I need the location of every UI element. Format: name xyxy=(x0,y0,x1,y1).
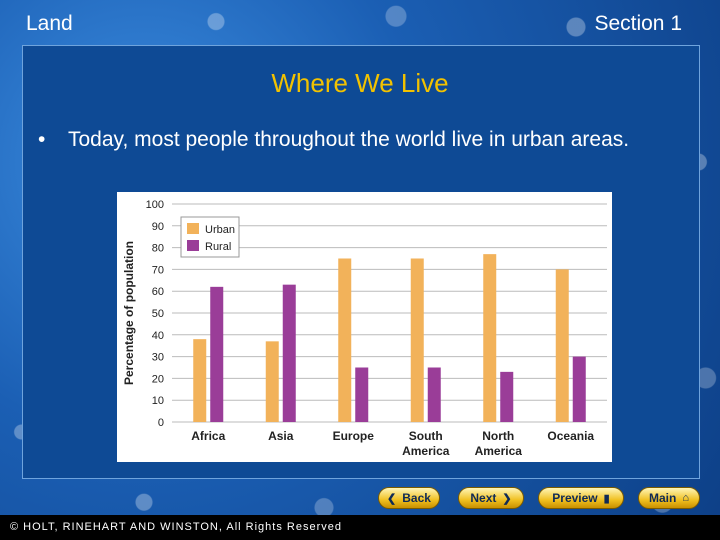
y-tick-label: 80 xyxy=(152,243,164,255)
x-tick-label: Oceania xyxy=(547,429,594,443)
chevron-right-icon: ❯ xyxy=(502,492,512,505)
next-button[interactable]: Next ❯ xyxy=(458,487,524,509)
footer-bar xyxy=(0,515,720,540)
x-tick-label: Europe xyxy=(333,429,375,443)
bar-urban xyxy=(483,254,497,422)
legend-swatch xyxy=(187,223,199,234)
back-label: Back xyxy=(402,491,431,505)
bar-rural xyxy=(427,367,441,422)
copyright-text: © HOLT, RINEHART AND WINSTON, All Rights… xyxy=(10,521,342,533)
main-button[interactable]: Main ⌂ xyxy=(638,487,700,509)
chapter-title: Land xyxy=(26,12,73,35)
y-tick-label: 20 xyxy=(152,373,164,385)
x-tick-label: North xyxy=(482,429,514,443)
legend-box xyxy=(180,216,240,258)
home-icon: ⌂ xyxy=(682,492,689,504)
bar-urban xyxy=(193,339,207,422)
legend-label: Rural xyxy=(205,241,231,253)
y-tick-label: 60 xyxy=(152,286,164,298)
bar-rural xyxy=(210,286,224,422)
bullet-point: • Today, most people throughout the worl… xyxy=(38,126,658,154)
y-tick-label: 40 xyxy=(152,330,164,342)
y-tick-label: 50 xyxy=(152,308,164,320)
y-tick-label: 0 xyxy=(158,417,164,429)
y-tick-label: 30 xyxy=(152,352,164,364)
chevron-left-icon: ❮ xyxy=(387,492,397,505)
x-tick-label: Africa xyxy=(191,429,225,443)
preview-label: Preview xyxy=(552,491,598,505)
next-label: Next xyxy=(470,491,497,505)
x-tick-label: Asia xyxy=(268,429,294,443)
bar-urban xyxy=(555,269,569,422)
bar-urban xyxy=(338,258,352,422)
bar-urban xyxy=(265,341,279,422)
bullet-text: Today, most people throughout the world … xyxy=(68,128,630,151)
y-tick-label: 90 xyxy=(152,221,164,233)
legend-swatch xyxy=(187,240,199,251)
chart-container: 0 10 20 30 40 50 60 70 80 90 100 Percentage of popu… xyxy=(117,192,612,462)
x-tick-label: America xyxy=(475,444,523,458)
back-button[interactable]: ❮ Back xyxy=(378,487,440,509)
preview-button[interactable]: Preview ▮ xyxy=(538,487,624,509)
bar-rural xyxy=(282,284,296,422)
y-tick-label: 100 xyxy=(146,199,164,211)
film-icon: ▮ xyxy=(603,492,610,505)
x-tick-label: South xyxy=(409,429,443,443)
bar-rural xyxy=(500,371,514,422)
section-label: Section 1 xyxy=(594,12,682,35)
bar-chart: 0 10 20 30 40 50 60 70 80 90 100 Percentage of popu… xyxy=(122,199,607,458)
bar-rural xyxy=(355,367,369,422)
main-label: Main xyxy=(649,491,677,505)
slide-title: Where We Live xyxy=(271,68,449,98)
y-tick-label: 70 xyxy=(152,264,164,276)
y-axis-label: Percentage of population xyxy=(122,241,136,385)
bar-urban xyxy=(410,258,424,422)
bullet-dot: • xyxy=(38,128,46,151)
y-tick-label: 10 xyxy=(152,395,164,407)
bar-rural xyxy=(572,356,586,422)
x-tick-label: America xyxy=(402,444,450,458)
legend-label: Urban xyxy=(205,224,235,236)
